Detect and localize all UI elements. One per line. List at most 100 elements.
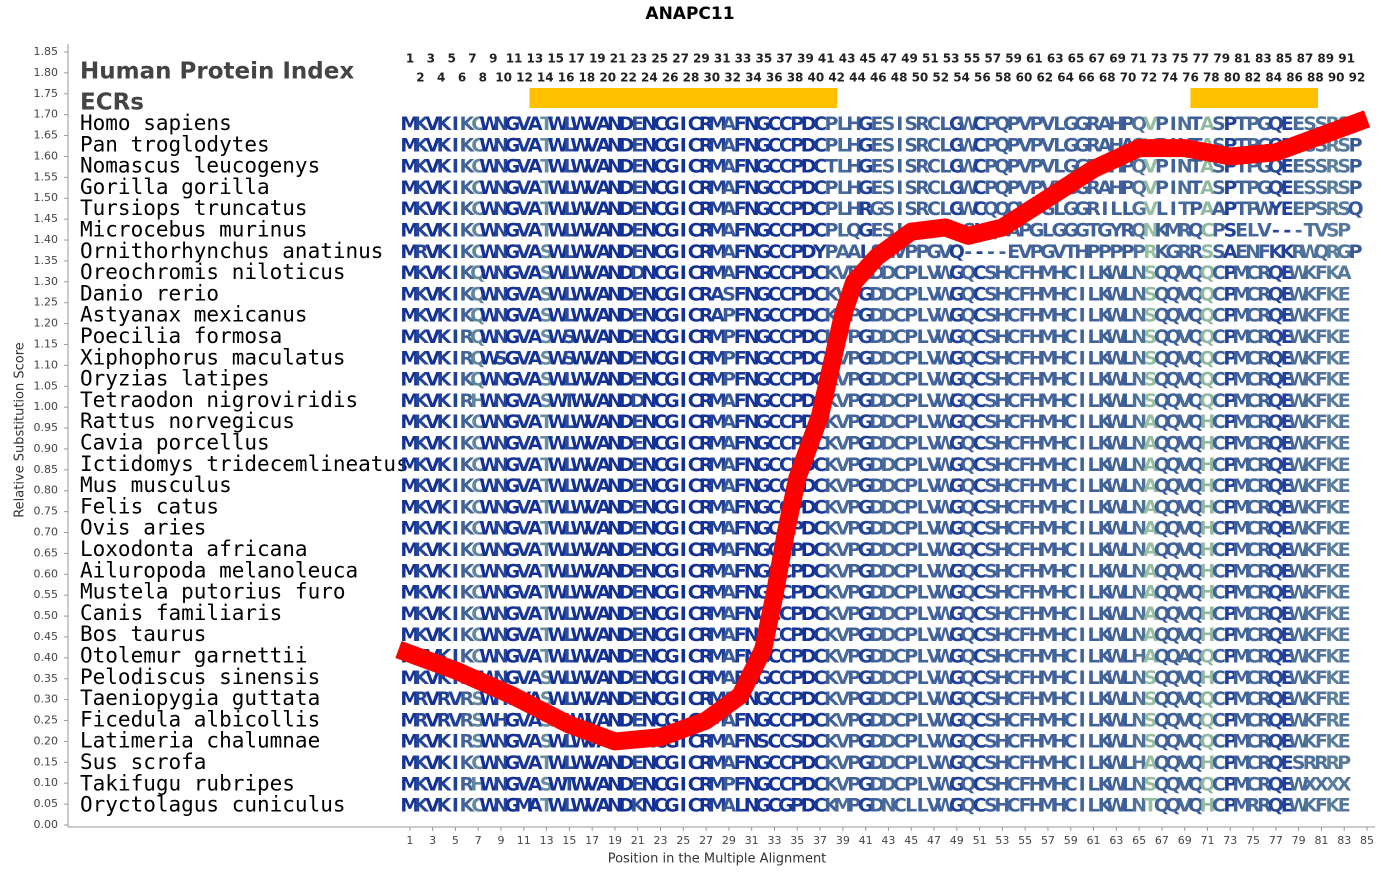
x-tick-label: 13 xyxy=(540,834,554,847)
x-axis-title: Position in the Multiple Alignment xyxy=(608,852,827,867)
x-tick-label: 79 xyxy=(1292,834,1306,847)
sequence: MKVKIRHWNGVASWTWVANDDNCGICRMAFNGCCPDCKVP… xyxy=(400,389,1350,411)
species-name: Sus scrofa xyxy=(80,750,206,774)
y-tick-label: 0.50 xyxy=(34,609,59,622)
y-tick-label: 0.45 xyxy=(34,630,59,643)
index-number: 1 xyxy=(406,52,414,66)
index-number: 16 xyxy=(558,71,575,85)
x-tick-label: 51 xyxy=(973,834,987,847)
x-tick-label: 3 xyxy=(429,834,436,847)
x-tick-label: 47 xyxy=(927,834,941,847)
x-tick-label: 73 xyxy=(1223,834,1237,847)
index-number: 64 xyxy=(1057,71,1074,85)
chart-title: ANAPC11 xyxy=(645,4,734,24)
sequence: MKVKIKCWNGVATWLWVANDENCGICRMAFNGCCPDCPLH… xyxy=(400,176,1362,198)
y-tick-label: 0.65 xyxy=(34,546,59,559)
index-number: 48 xyxy=(891,71,908,85)
x-tick-label: 55 xyxy=(1018,834,1032,847)
index-number: 84 xyxy=(1265,71,1282,85)
x-tick-label: 53 xyxy=(995,834,1009,847)
index-number: 60 xyxy=(1016,71,1033,85)
species-name: Homo sapiens xyxy=(80,111,232,135)
index-number: 80 xyxy=(1224,71,1241,85)
index-number: 43 xyxy=(839,52,856,66)
species-name: Astyanax mexicanus xyxy=(80,303,308,327)
index-number: 8 xyxy=(479,71,487,85)
species-name: Poecilia formosa xyxy=(80,324,282,348)
sequence: MKVKIKCWNGVATWLWVANDENCGICRMAFNGCCPDCKVP… xyxy=(400,453,1350,475)
x-tick-label: 11 xyxy=(517,834,531,847)
index-number: 78 xyxy=(1203,71,1220,85)
index-number: 65 xyxy=(1068,52,1085,66)
y-tick-label: 1.15 xyxy=(34,337,59,350)
x-tick-label: 69 xyxy=(1178,834,1192,847)
ecr-label: ECRs xyxy=(80,90,144,116)
sequence: MKVKIKCWNGVATWLWVANDENCGICRMAFNGCCPDCKVP… xyxy=(400,645,1350,667)
index-number: 24 xyxy=(641,71,658,85)
species-name: Gorilla gorilla xyxy=(80,175,270,199)
y-tick-label: 0.75 xyxy=(34,505,59,518)
x-tick-label: 23 xyxy=(654,834,668,847)
y-tick-label: 0.15 xyxy=(34,755,59,768)
index-number: 26 xyxy=(662,71,679,85)
index-number: 90 xyxy=(1328,71,1345,85)
y-tick-label: 1.10 xyxy=(34,358,59,371)
sequence: MKVKIKQWNGVASWLWVANDENCGICRAPFNGCCPDCKVP… xyxy=(400,304,1350,326)
x-tick-label: 41 xyxy=(859,834,873,847)
index-number: 35 xyxy=(755,52,772,66)
index-number: 70 xyxy=(1120,71,1137,85)
index-number: 12 xyxy=(516,71,533,85)
index-number: 89 xyxy=(1317,52,1334,66)
y-axis-title: Relative Substitution Score xyxy=(13,342,28,518)
y-tick-label: 0.80 xyxy=(34,484,59,497)
y-tick-label: 1.45 xyxy=(34,212,59,225)
sequence: MKVKIKSWNGVASWLWVANDENCGICRMAFNGCCPDCKVP… xyxy=(400,666,1350,688)
index-number: 21 xyxy=(610,52,627,66)
index-number: 53 xyxy=(943,52,960,66)
x-tick-label: 33 xyxy=(767,834,781,847)
sequence: MKVKIKCWNGVATWLWVANDENCGICRMAFNGCCPDCKVP… xyxy=(400,496,1350,518)
species-name: Ailuropoda melanoleuca xyxy=(80,558,358,582)
y-tick-label: 0.90 xyxy=(34,442,59,455)
species-name: Danio rerio xyxy=(80,281,219,305)
species-name: Latimeria chalumnae xyxy=(80,729,320,753)
index-number: 52 xyxy=(932,71,949,85)
index-number: 87 xyxy=(1297,52,1314,66)
x-tick-label: 9 xyxy=(498,834,505,847)
x-tick-label: 15 xyxy=(562,834,576,847)
index-number: 37 xyxy=(776,52,793,66)
y-tick-label: 1.60 xyxy=(34,149,59,162)
x-tick-label: 59 xyxy=(1064,834,1078,847)
index-number: 68 xyxy=(1099,71,1116,85)
y-tick-label: 1.00 xyxy=(34,400,59,413)
sequence: MKVKIKCWNGVATWLWVANDENCGICRMAFNGCCPDCKVP… xyxy=(400,411,1350,433)
index-number: 74 xyxy=(1161,71,1178,85)
index-number: 29 xyxy=(693,52,710,66)
index-number: 31 xyxy=(714,52,731,66)
index-number: 86 xyxy=(1286,71,1303,85)
x-tick-label: 37 xyxy=(813,834,827,847)
sequence: MKVKIKCWNGVATWLWVANDENCGICRMAFNGCCPDCKVP… xyxy=(400,517,1350,539)
y-tick-label: 1.35 xyxy=(34,254,59,267)
index-number: 49 xyxy=(901,52,918,66)
index-number: 9 xyxy=(489,52,497,66)
index-number: 72 xyxy=(1141,71,1158,85)
species-name: Otolemur garnettii xyxy=(80,644,308,668)
x-tick-label: 29 xyxy=(722,834,736,847)
index-number: 55 xyxy=(964,52,981,66)
index-number: 76 xyxy=(1182,71,1199,85)
index-number: 46 xyxy=(870,71,887,85)
species-name: Cavia porcellus xyxy=(80,431,270,455)
x-tick-label: 17 xyxy=(585,834,599,847)
x-tick-label: 43 xyxy=(881,834,895,847)
y-tick-label: 1.25 xyxy=(34,296,59,309)
x-tick-label: 67 xyxy=(1155,834,1169,847)
species-name: Taeniopygia guttata xyxy=(80,686,320,710)
index-number: 14 xyxy=(537,71,554,85)
x-tick-label: 1 xyxy=(406,834,413,847)
index-number: 7 xyxy=(468,52,476,66)
x-tick-label: 45 xyxy=(904,834,918,847)
x-tick-label: 77 xyxy=(1269,834,1283,847)
sequence: MKVKIKCWNGMATWLWVANDKNCGICRMALNGCGPDCKMP… xyxy=(400,794,1350,816)
y-tick-label: 0.60 xyxy=(34,567,59,580)
